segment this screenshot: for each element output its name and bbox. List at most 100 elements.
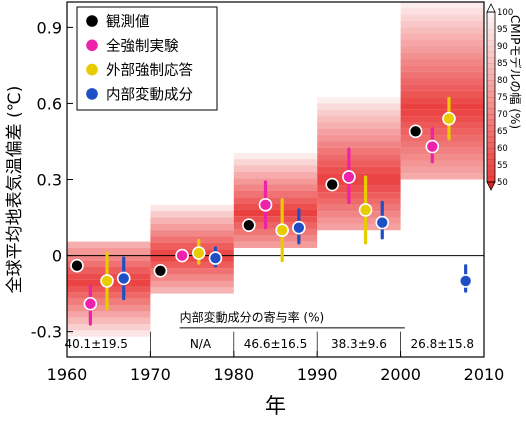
model-spread-decade-2000 <box>400 2 484 180</box>
model-spread-cell <box>67 254 151 261</box>
colorbar-cell <box>487 51 495 58</box>
model-spread-cell <box>317 211 401 218</box>
marks-decade-1980 <box>242 180 306 263</box>
contribution-value: 46.6±16.5 <box>244 337 308 351</box>
model-spread-cell <box>233 171 318 179</box>
legend-label-obs: 観測値 <box>106 14 150 31</box>
ext-point <box>100 274 114 288</box>
model-spread-cell <box>400 46 484 53</box>
colorbar-cell <box>487 63 495 70</box>
contribution-value: 26.8±15.8 <box>411 337 475 351</box>
colorbar-cell <box>487 125 495 132</box>
model-spread-cell <box>150 287 234 294</box>
model-spread-cell <box>400 135 484 142</box>
model-spread-cell <box>317 173 401 180</box>
model-spread-cell <box>400 59 484 66</box>
colorbar-cell <box>487 159 495 166</box>
y-tick-label: -0.3 <box>31 323 62 342</box>
colorbar-cell <box>487 148 495 155</box>
y-tick-label: 0.6 <box>37 94 62 113</box>
model-spread-cell <box>317 192 401 199</box>
contribution-value: 38.3±9.6 <box>331 337 387 351</box>
colorbar-cell <box>487 91 495 98</box>
colorbar-tick-label: 80 <box>497 76 508 86</box>
model-spread-cell <box>67 260 151 267</box>
colorbar-cell <box>487 97 495 104</box>
all-point <box>83 296 98 311</box>
colorbar-tick-label: 95 <box>497 25 508 35</box>
model-spread-cell <box>67 330 151 337</box>
model-spread-cell <box>400 84 484 91</box>
model-spread-cell <box>317 147 401 155</box>
model-spread-cell <box>233 209 318 217</box>
model-spread-cell <box>150 280 234 288</box>
model-spread-cell <box>150 230 234 237</box>
colorbar-cell <box>487 102 495 109</box>
model-spread-cell <box>400 173 484 180</box>
model-spread-cell <box>233 152 318 160</box>
colorbar-cell <box>487 57 495 64</box>
model-spread-cell <box>400 52 484 60</box>
legend-marker-int <box>84 86 100 102</box>
model-spread-cell <box>400 21 484 28</box>
model-spread-cell <box>233 178 318 185</box>
model-spread-cell <box>317 160 401 167</box>
model-spread-cell <box>400 103 484 110</box>
marks-decade-1990 <box>325 147 390 245</box>
model-spread-cell <box>150 204 234 212</box>
colorbar-cell <box>487 34 495 41</box>
model-spread-cell <box>400 33 484 41</box>
model-spread-cell <box>67 247 151 255</box>
colorbar-cell <box>487 153 495 160</box>
data-marks-layer <box>70 96 473 326</box>
model-spread-cell <box>317 185 401 193</box>
model-spread-cell <box>233 197 318 204</box>
model-spread-decade-1990 <box>317 97 401 231</box>
colorbar-tick-label: 75 <box>497 93 508 103</box>
obs-point <box>408 124 423 139</box>
model-spread-cell <box>150 217 234 224</box>
model-spread-cell <box>233 203 318 210</box>
obs-point <box>325 177 340 192</box>
model-spread-cell <box>233 228 318 236</box>
model-spread-cell <box>233 235 318 242</box>
model-spread-cell <box>233 184 318 191</box>
model-spread-cell <box>400 109 484 117</box>
model-spread-cell <box>317 154 401 161</box>
axes: 1960 1970 1980 1990 2000 2010 -0.3 0 0.3 0.6 0.9 年 全… <box>5 18 504 418</box>
model-spread-cell <box>150 242 234 250</box>
legend-label-all: 全強制実験 <box>106 37 179 55</box>
colorbar-cell <box>487 136 495 143</box>
colorbar-cell <box>487 170 495 177</box>
model-spread-cell <box>400 141 484 148</box>
model-spread-layer <box>67 2 484 337</box>
model-spread-cell <box>150 268 234 275</box>
marks-decade-2000 <box>408 96 473 293</box>
legend-box <box>76 6 218 111</box>
model-spread-cell <box>400 160 484 167</box>
model-spread-cell <box>233 222 318 229</box>
colorbar-cell <box>487 23 495 30</box>
colorbar-tick-label: 90 <box>497 42 508 52</box>
model-spread-cell <box>150 274 234 281</box>
model-spread-cell <box>400 40 484 47</box>
model-spread-cell <box>400 122 484 129</box>
model-spread-cell <box>150 236 234 243</box>
colorbar-tick-label: 100 <box>497 8 513 18</box>
model-spread-decade-1980 <box>233 152 318 248</box>
int-point <box>208 251 223 265</box>
colorbar-tick-label: 70 <box>497 110 508 120</box>
legend-marker-all <box>84 38 100 53</box>
model-spread-cell <box>317 141 401 148</box>
colorbar-cell <box>487 80 495 87</box>
ext-point <box>442 111 456 126</box>
x-tick-label: 2000 <box>380 365 421 384</box>
colorbar-cell <box>487 142 495 149</box>
all-point <box>175 248 189 263</box>
colorbar-cell <box>487 119 495 126</box>
colorbar-cell <box>487 176 495 183</box>
colorbar-cell <box>487 29 495 36</box>
model-spread-cell <box>317 122 401 129</box>
colorbar-cell <box>487 17 495 24</box>
